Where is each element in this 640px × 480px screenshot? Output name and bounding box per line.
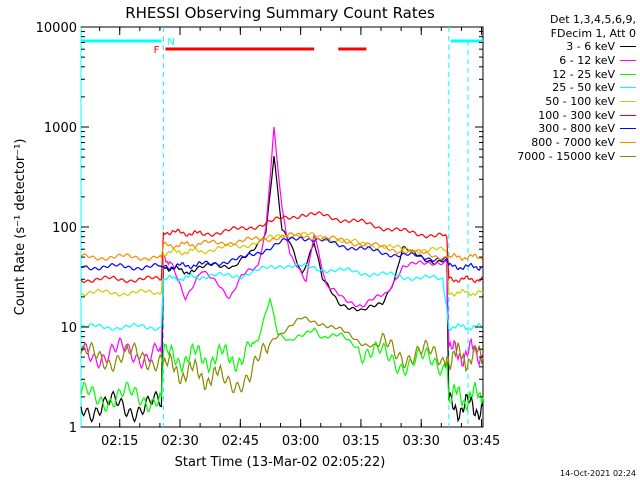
- legend-header-line-1: Det 1,3,4,5,6,9,: [549, 13, 636, 26]
- series-group: [80, 126, 484, 424]
- legend-swatch: [620, 60, 636, 62]
- legend-swatch: [620, 87, 636, 89]
- flag-label-N: N: [167, 37, 174, 48]
- legend-swatch: [620, 128, 636, 130]
- x-tick-label: 02:30: [161, 434, 198, 449]
- legend-item: 25 - 50 keV: [478, 81, 638, 95]
- y-tick-label: 10000: [36, 21, 77, 36]
- series-line-3-6-keV: [80, 155, 484, 424]
- axes-group: 1 10 100 1000 10000 02:15 02:30 02:45 03:00 03:15…: [36, 21, 501, 449]
- series-line-25-50-keV: [80, 263, 484, 332]
- x-tick-label: 02:45: [222, 434, 259, 449]
- x-tick-label: 03:45: [463, 434, 500, 449]
- y-tick-label: 100: [52, 221, 77, 236]
- legend-item: 100 - 300 keV: [478, 108, 638, 122]
- legend-swatch: [620, 142, 636, 144]
- legend-label: 12 - 25 keV: [552, 67, 615, 81]
- legend-swatch: [620, 73, 636, 75]
- series-line-800-7000-keV: [80, 232, 484, 262]
- chart-title: RHESSI Observing Summary Count Rates: [125, 4, 435, 22]
- legend-swatch: [620, 46, 636, 48]
- series-line-100-300-keV: [80, 211, 484, 284]
- legend-label: 100 - 300 keV: [538, 108, 615, 122]
- x-axis-label: Start Time (13-Mar-02 02:05:22): [175, 455, 386, 470]
- legend-label: 6 - 12 keV: [559, 54, 615, 68]
- legend-item: 12 - 25 keV: [478, 67, 638, 81]
- x-tick-label: 03:30: [402, 434, 439, 449]
- y-tick-label: 1000: [44, 121, 77, 136]
- legend-item: 800 - 7000 keV: [478, 136, 638, 150]
- y-tick-label: 1: [69, 421, 77, 436]
- x-tick-label: 02:15: [101, 434, 138, 449]
- legend: Det 1,3,4,5,6,9, FDecim 1, Att 0 3 - 6 k…: [478, 13, 638, 163]
- x-tick-label: 03:15: [342, 434, 379, 449]
- y-axis-label: Count Rate (s⁻¹ detector⁻¹): [13, 139, 28, 316]
- y-tick-label: 10: [60, 321, 77, 336]
- legend-label: 7000 - 15000 keV: [517, 149, 615, 163]
- legend-item: 3 - 6 keV: [478, 40, 638, 54]
- legend-header-line-2: FDecim 1, Att 0: [550, 26, 636, 40]
- footer-date: 14-Oct-2021 02:24: [560, 469, 636, 478]
- legend-label: 800 - 7000 keV: [531, 136, 615, 150]
- legend-label: 3 - 6 keV: [566, 40, 615, 54]
- legend-label: 25 - 50 keV: [552, 81, 615, 95]
- x-tick-label: 03:00: [282, 434, 319, 449]
- series-line-12-25-keV: [80, 296, 484, 413]
- legend-item: 6 - 12 keV: [478, 54, 638, 68]
- legend-item: 50 - 100 keV: [478, 95, 638, 109]
- flag-label-F: F: [154, 45, 160, 56]
- series-line-7000-15000-keV: [80, 316, 484, 394]
- legend-label: 50 - 100 keV: [545, 95, 615, 109]
- legend-label: 300 - 800 keV: [538, 122, 615, 136]
- series-line-50-100-keV: [80, 231, 484, 297]
- legend-swatch: [620, 155, 636, 157]
- legend-item: 7000 - 15000 keV: [478, 150, 638, 164]
- series-line-300-800-keV: [80, 236, 484, 272]
- legend-swatch: [620, 114, 636, 116]
- legend-item: 300 - 800 keV: [478, 122, 638, 136]
- legend-swatch: [620, 101, 636, 103]
- series-line-6-12-keV: [80, 126, 484, 370]
- legend-entries: 3 - 6 keV 6 - 12 keV 12 - 25 keV 25 - 50 ke…: [478, 40, 638, 163]
